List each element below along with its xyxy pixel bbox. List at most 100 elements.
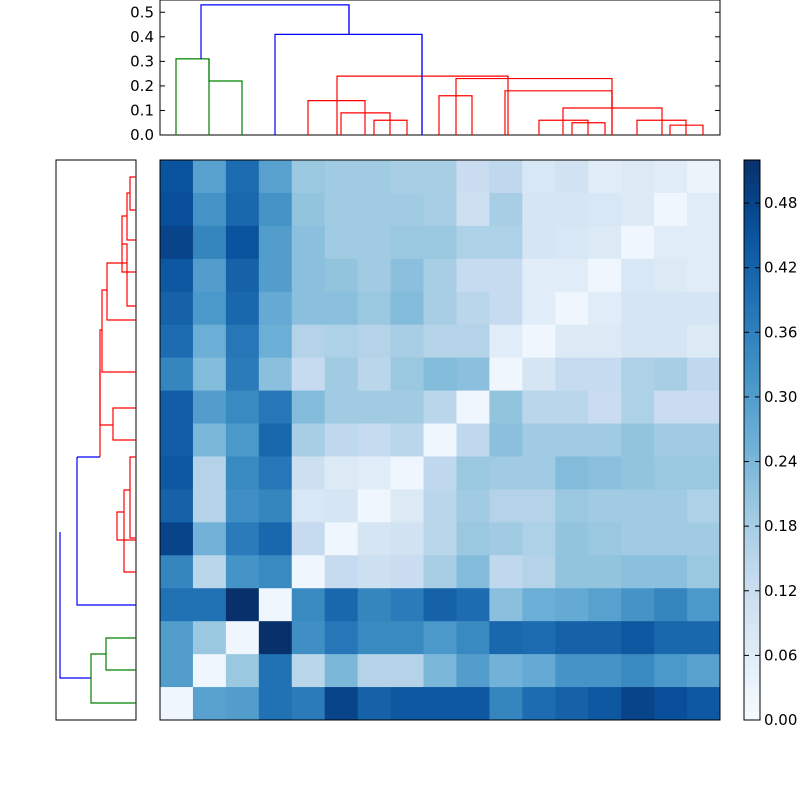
- heatmap-cell: [522, 621, 556, 655]
- heatmap-cell: [588, 555, 622, 589]
- heatmap-cell: [357, 588, 391, 622]
- heatmap-cell: [423, 456, 457, 490]
- colorbar-gradient: [744, 160, 760, 720]
- heatmap-cell: [192, 423, 227, 457]
- top-dendrogram-link: [571, 122, 606, 135]
- heatmap-cell: [588, 456, 622, 490]
- colorbar: 0.00 0.06 0.12 0.18 0.24 0.30 0.36 0.42 0.48: [743, 159, 797, 729]
- left-dendrogram-link: [90, 653, 136, 704]
- heatmap-cell: [621, 522, 655, 556]
- heatmap-cell: [423, 489, 457, 523]
- heatmap-cell: [258, 192, 293, 227]
- heatmap-cell: [687, 357, 721, 391]
- colorbar-tick-label: 0.06: [764, 646, 797, 664]
- heatmap-cell: [621, 456, 655, 490]
- top-dendrogram-y-ticks: 0.0 0.1 0.2 0.3 0.4 0.5: [130, 3, 720, 144]
- top-dendrogram-frame: [159, 0, 721, 136]
- heatmap-cell: [654, 621, 688, 655]
- heatmap-cell: [423, 687, 457, 721]
- heatmap-cell: [258, 522, 293, 556]
- heatmap-cell: [555, 489, 589, 523]
- heatmap-cell: [588, 324, 622, 359]
- heatmap-cell: [192, 258, 227, 293]
- heatmap-cell: [522, 489, 556, 523]
- heatmap-cell: [324, 225, 359, 260]
- left-dendrogram: [55, 159, 137, 721]
- heatmap-cell: [160, 258, 194, 293]
- heatmap-cell: [390, 324, 424, 359]
- heatmap-cell: [225, 654, 260, 688]
- heatmap-cell: [390, 192, 424, 227]
- heatmap-cell: [324, 291, 359, 326]
- heatmap-cell: [654, 291, 688, 326]
- heatmap-cell: [456, 654, 490, 688]
- heatmap-cell: [555, 687, 589, 721]
- heatmap-cell: [555, 621, 589, 655]
- heatmap-cell: [291, 423, 326, 457]
- heatmap-cell: [654, 423, 688, 457]
- left-dendrogram-link: [112, 407, 136, 441]
- heatmap-cell: [555, 225, 589, 260]
- heatmap-cell: [225, 522, 260, 556]
- heatmap-cell: [621, 258, 655, 293]
- heatmap-cell: [192, 456, 227, 490]
- heatmap-cell: [324, 357, 359, 391]
- heatmap-cell: [258, 654, 293, 688]
- heatmap-cell: [192, 357, 227, 391]
- heatmap-cell: [621, 324, 655, 359]
- heatmap-cell: [687, 324, 721, 359]
- left-dendrogram-link: [116, 511, 136, 541]
- top-dendrogram-tick-label: 0.0: [130, 126, 154, 144]
- left-dendrogram-link: [76, 457, 136, 606]
- heatmap-cell: [687, 160, 721, 194]
- heatmap-frame: [159, 159, 721, 721]
- heatmap-cell: [160, 456, 194, 490]
- heatmap-cell: [621, 357, 655, 391]
- heatmap-cell: [291, 258, 326, 293]
- top-dendrogram-link: [208, 58, 243, 135]
- heatmap-cell: [489, 390, 523, 424]
- top-dendrogram-links: [175, 4, 704, 135]
- heatmap-cell: [324, 588, 359, 622]
- heatmap-cell: [456, 621, 490, 655]
- heatmap-cell: [555, 555, 589, 589]
- heatmap-cell: [423, 390, 457, 424]
- heatmap-cell: [225, 225, 260, 260]
- left-dendrogram-link: [106, 262, 136, 321]
- heatmap-cell: [522, 258, 556, 293]
- heatmap-cell: [192, 291, 227, 326]
- heatmap-cell: [225, 423, 260, 457]
- heatmap-cell: [588, 423, 622, 457]
- heatmap-cell: [456, 258, 490, 293]
- left-dendrogram-link: [123, 489, 136, 573]
- heatmap-cell: [192, 390, 227, 424]
- heatmap-cell: [225, 291, 260, 326]
- heatmap-cell: [555, 423, 589, 457]
- heatmap-cell: [324, 687, 359, 721]
- top-dendrogram-link: [504, 90, 613, 135]
- heatmap-cell: [258, 687, 293, 721]
- heatmap-cell: [456, 456, 490, 490]
- heatmap-cell: [489, 160, 523, 194]
- heatmap-cell: [621, 687, 655, 721]
- heatmap-cell: [423, 522, 457, 556]
- heatmap-cell: [357, 192, 391, 227]
- top-dendrogram: 0.0 0.1 0.2 0.3 0.4 0.5: [130, 0, 721, 144]
- heatmap-cell: [291, 456, 326, 490]
- heatmap-cell: [390, 258, 424, 293]
- heatmap-cell: [489, 489, 523, 523]
- heatmap-cell: [357, 324, 391, 359]
- heatmap-cell: [324, 192, 359, 227]
- heatmap-cell: [456, 489, 490, 523]
- heatmap-cell: [225, 390, 260, 424]
- heatmap-cell: [258, 489, 293, 523]
- heatmap-cell: [456, 160, 490, 194]
- heatmap-cell: [588, 522, 622, 556]
- left-dendrogram-link: [129, 456, 136, 539]
- heatmap-cell: [357, 555, 391, 589]
- heatmap-cell: [654, 654, 688, 688]
- heatmap-cell: [423, 357, 457, 391]
- heatmap-cell: [324, 654, 359, 688]
- heatmap-cell: [522, 654, 556, 688]
- heatmap-cell: [654, 225, 688, 260]
